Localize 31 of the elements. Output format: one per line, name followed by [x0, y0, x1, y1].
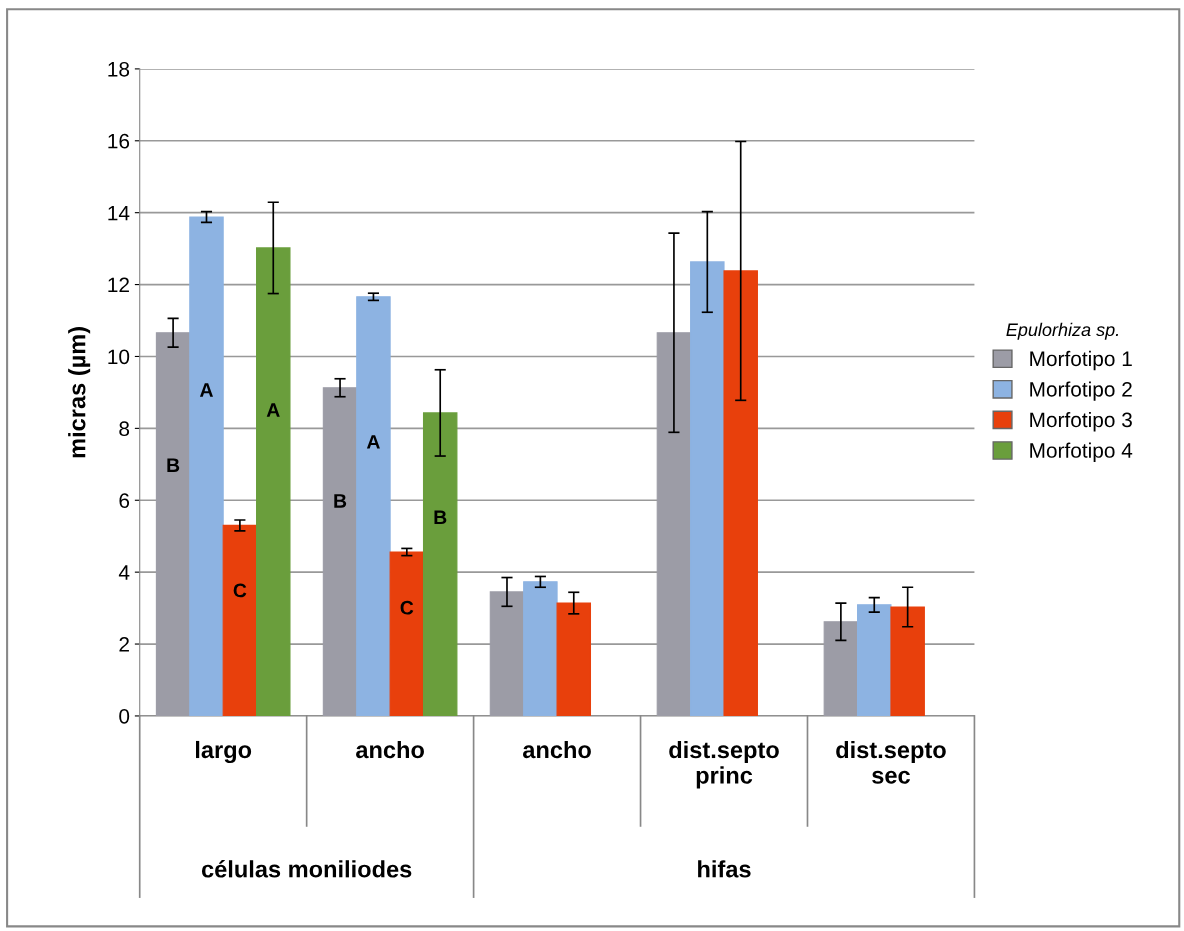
- x-tick-label: largo: [195, 740, 252, 764]
- y-tick-label: 18: [108, 61, 130, 77]
- x-tick-label: dist.septo princ: [669, 740, 779, 789]
- x-tick-label: dist.septo sec: [836, 740, 946, 784]
- y-tick-label: 16: [108, 133, 130, 149]
- text: células moniliodes: [201, 860, 412, 878]
- y-axis-title: micras (µm): [68, 327, 91, 458]
- data-label: B: [334, 494, 347, 508]
- legend-label: Morfotipo 3: [1030, 411, 1132, 432]
- data-label: A: [266, 403, 280, 417]
- data-label: C: [400, 600, 414, 615]
- text: hifas: [698, 860, 751, 878]
- legend-title: Epulorhiza sp.: [1006, 322, 1118, 340]
- x-tick-label: ancho: [523, 740, 591, 759]
- y-tick-label: 4: [118, 565, 130, 580]
- y-tick-label: 0: [119, 708, 130, 724]
- legend-label: Morfotipo 4: [1030, 442, 1133, 462]
- legend-label: Morfotipo 1: [1030, 350, 1132, 371]
- y-tick-label: 10: [108, 349, 130, 365]
- data-label: A: [366, 435, 380, 449]
- y-tick-label: 2: [119, 637, 129, 652]
- x-tick-label: ancho: [356, 740, 424, 759]
- data-label: A: [199, 383, 213, 397]
- legend-label: Morfotipo 2: [1030, 381, 1132, 401]
- y-tick-label: 12: [108, 277, 129, 293]
- data-label: B: [434, 510, 447, 524]
- y-tick-label: 6: [119, 493, 130, 509]
- data-label: C: [233, 583, 247, 598]
- y-tick-label: 14: [108, 205, 130, 221]
- y-tick-label: 8: [119, 421, 130, 437]
- data-label: B: [167, 458, 180, 472]
